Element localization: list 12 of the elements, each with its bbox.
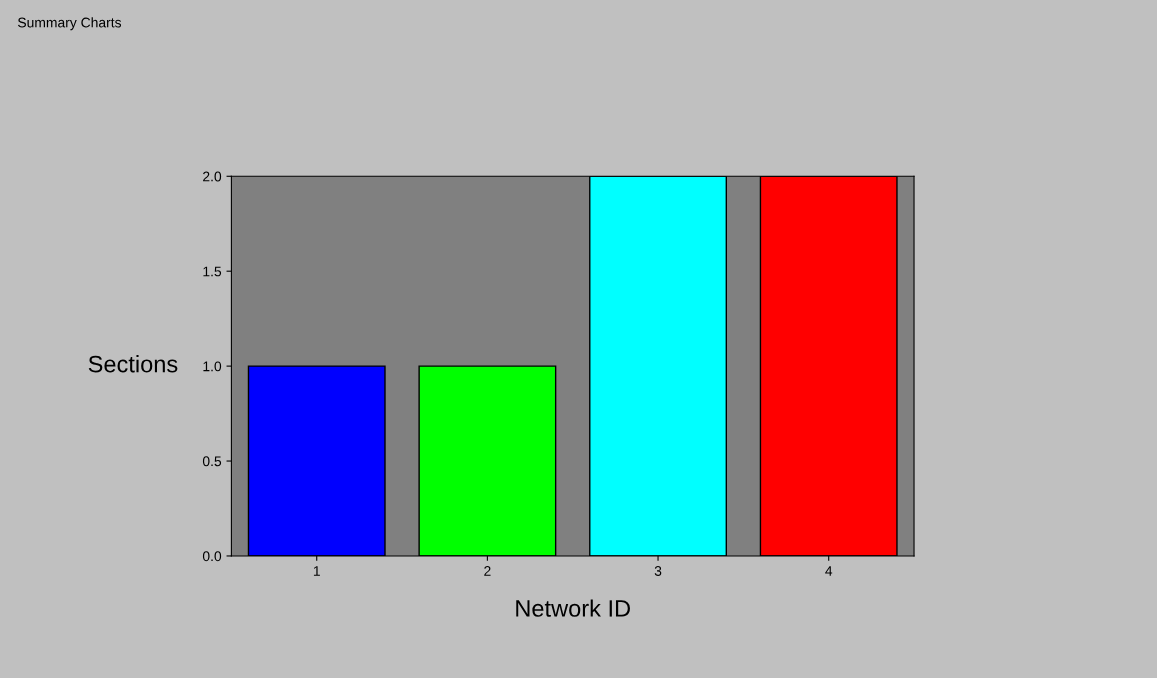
x-axis-title: Network ID bbox=[516, 599, 630, 617]
x-tick-label: 1 bbox=[313, 566, 320, 576]
y-tick-label: 0.0 bbox=[202, 551, 222, 562]
y-tick-label: 0.5 bbox=[202, 456, 222, 467]
y-tick-label: 1.5 bbox=[203, 266, 222, 277]
x-tick-label: 2 bbox=[484, 566, 491, 576]
y-tick-label: 1.0 bbox=[203, 361, 222, 372]
x-tick-label: 3 bbox=[654, 566, 662, 576]
x-tick-label: 4 bbox=[825, 566, 833, 576]
y-tick-label: 2.0 bbox=[203, 171, 222, 182]
text: Summary Charts bbox=[17, 17, 122, 31]
y-axis-title: Sections bbox=[88, 355, 178, 373]
